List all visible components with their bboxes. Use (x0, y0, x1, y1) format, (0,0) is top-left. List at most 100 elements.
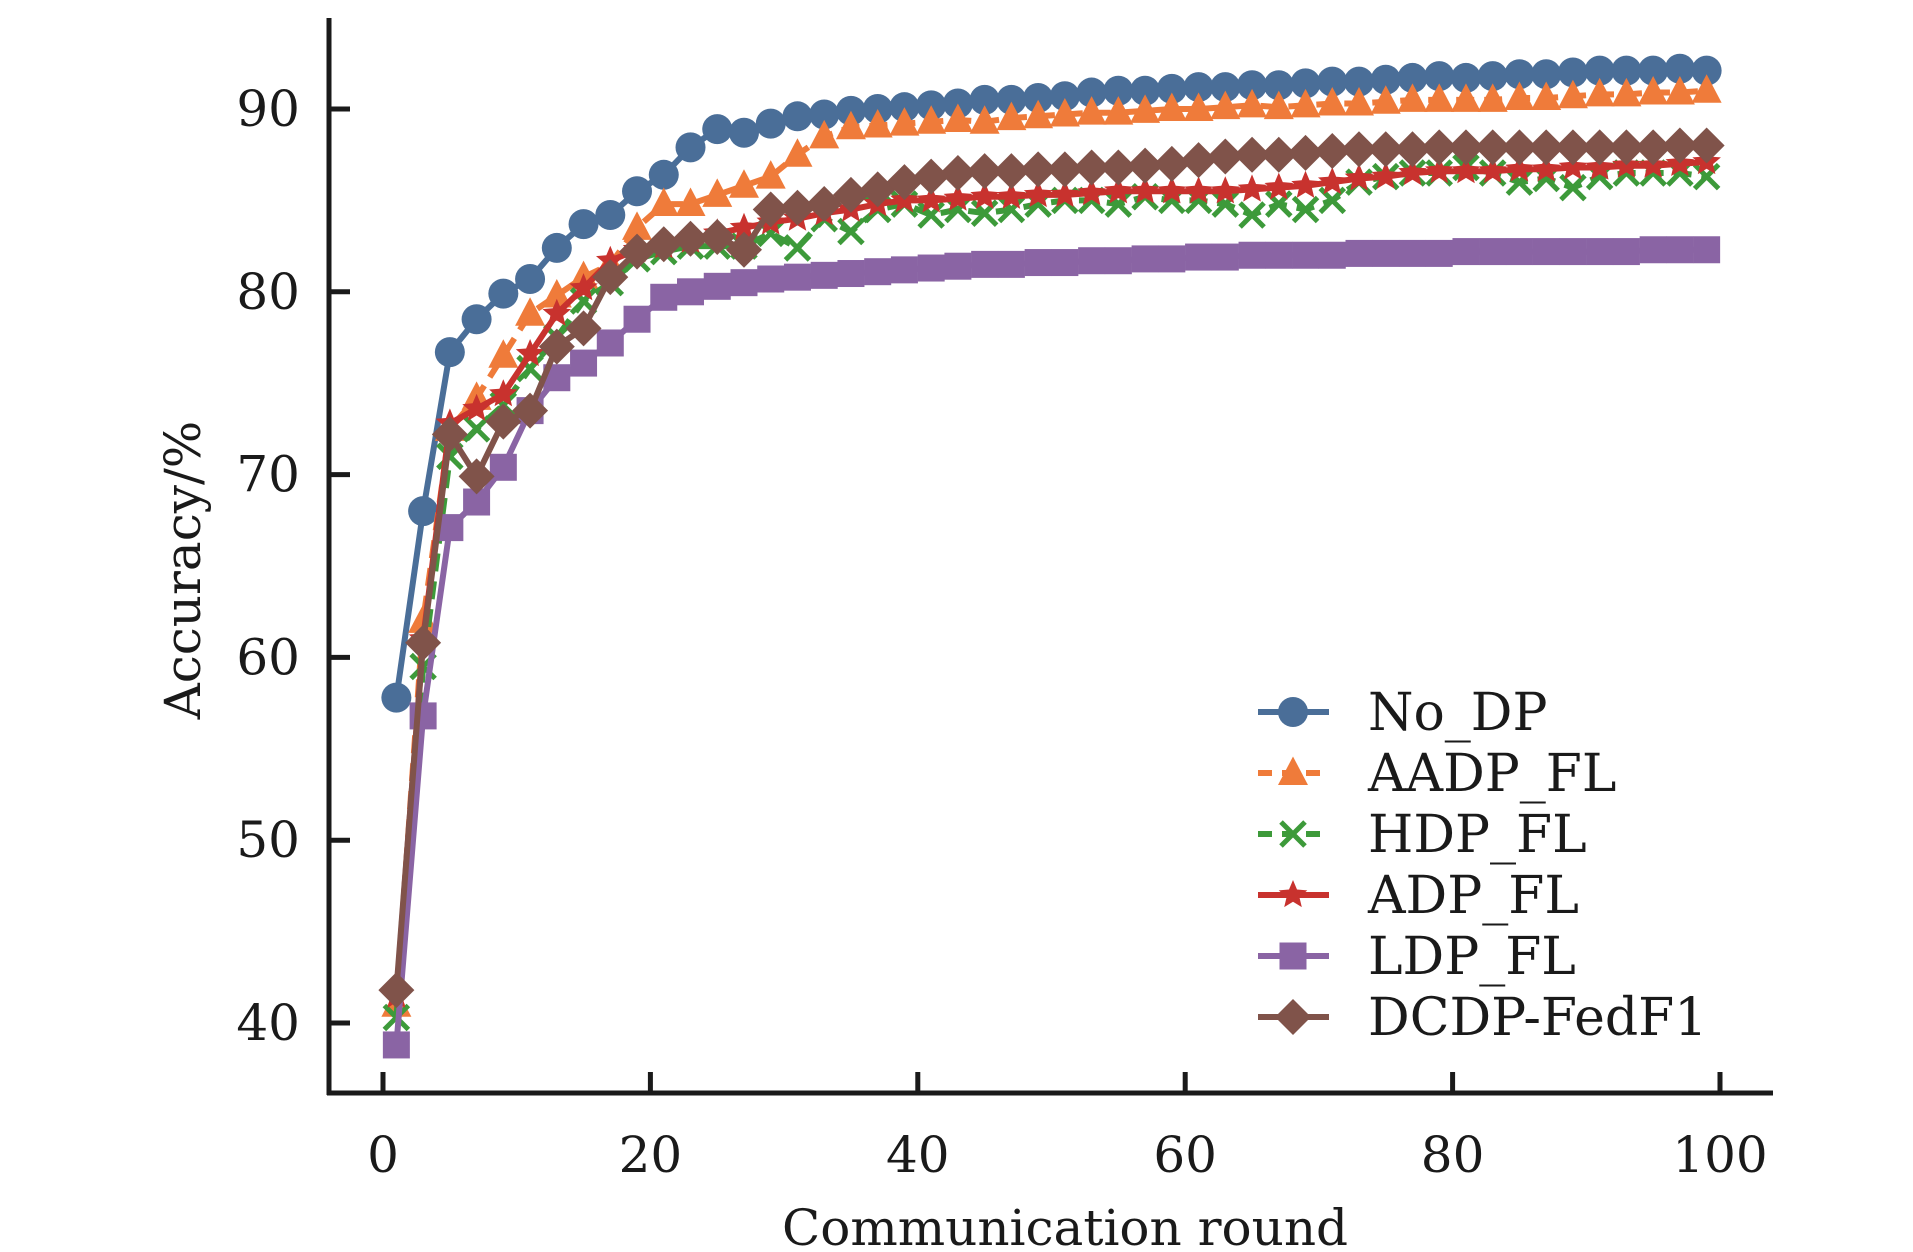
legend-label: LDP_FL (1368, 927, 1576, 987)
data-point-aadp-fl (1317, 87, 1348, 116)
data-point-aadp-fl (1691, 74, 1722, 103)
data-point-dcdp-fedf1 (645, 226, 682, 263)
data-point-dcdp-fedf1 (1260, 136, 1297, 173)
data-point-dcdp-fedf1 (512, 392, 549, 429)
data-point-dcdp-fedf1 (1073, 149, 1110, 186)
data-point-ldp-fl (1639, 236, 1667, 264)
data-point-ldp-fl (1185, 243, 1213, 271)
data-point-adp-fl (1157, 176, 1187, 204)
data-point-dcdp-fedf1 (1581, 129, 1618, 166)
data-point-aadp-fl (1210, 90, 1241, 120)
y-tick-label: 60 (236, 628, 300, 686)
data-point-adp-fl (943, 183, 973, 211)
data-point-dcdp-fedf1 (1020, 151, 1057, 188)
legend-item-adp-fl: ADP_FL (1258, 866, 1579, 926)
data-point-aadp-fl (1424, 83, 1455, 112)
data-point-adp-fl (1585, 152, 1614, 180)
legend-marker-square-icon (1279, 942, 1307, 970)
data-point-adp-fl (970, 181, 999, 209)
data-point-adp-fl (1050, 179, 1080, 208)
data-point-adp-fl (1023, 179, 1053, 208)
series-layer (378, 53, 1725, 1059)
data-point-no-dp (728, 117, 759, 148)
data-point-dcdp-fedf1 (1474, 129, 1511, 166)
data-point-ldp-fl (596, 329, 624, 357)
data-point-adp-fl (1184, 176, 1213, 204)
data-point-ldp-fl (1051, 249, 1079, 277)
data-point-dcdp-fedf1 (699, 218, 736, 255)
data-point-ldp-fl (864, 258, 892, 286)
legend-label: No_DP (1368, 683, 1548, 743)
data-point-hdp-fl (1265, 190, 1293, 218)
data-point-ldp-fl (1024, 249, 1052, 277)
data-point-no-dp (809, 99, 840, 130)
data-point-ldp-fl (1532, 238, 1560, 266)
data-point-no-dp (1691, 55, 1722, 86)
legend-label: AADP_FL (1367, 744, 1616, 804)
data-point-aadp-fl (1531, 81, 1562, 111)
y-axis-title: Accuracy/% (154, 421, 212, 721)
data-point-ldp-fl (997, 250, 1025, 278)
data-point-aadp-fl (1183, 92, 1214, 121)
data-point-adp-fl (462, 393, 491, 421)
data-point-no-dp (381, 682, 412, 713)
data-point-dcdp-fedf1 (1367, 131, 1404, 168)
data-point-ldp-fl (677, 278, 705, 306)
data-point-adp-fl (997, 181, 1026, 209)
data-point-hdp-fl (1505, 168, 1534, 196)
x-tick-label: 0 (367, 1126, 399, 1184)
data-point-ldp-fl (810, 261, 838, 289)
x-tick-label: 80 (1421, 1126, 1485, 1184)
legend-marker-x-icon (1279, 820, 1307, 848)
data-point-dcdp-fedf1 (779, 189, 816, 226)
data-point-aadp-fl (1477, 83, 1508, 112)
y-ticks: 40 50 60 70 80 90 (236, 80, 350, 1052)
data-point-aadp-fl (755, 160, 786, 189)
data-point-aadp-fl (1156, 92, 1187, 121)
data-point-ldp-fl (1398, 239, 1426, 267)
legend-marker-triangle-icon (1278, 756, 1308, 785)
data-point-ldp-fl (1586, 238, 1614, 266)
data-point-adp-fl (1531, 154, 1561, 182)
data-point-ldp-fl (1292, 241, 1320, 269)
data-point-adp-fl (1505, 154, 1534, 182)
data-point-dcdp-fedf1 (1234, 136, 1271, 173)
data-point-dcdp-fedf1 (859, 171, 896, 208)
data-point-aadp-fl (1584, 77, 1615, 107)
data-point-hdp-fl (1559, 173, 1587, 202)
data-point-no-dp (1424, 61, 1455, 92)
data-point-aadp-fl (515, 297, 546, 326)
legend-item-aadp-fl: AADP_FL (1258, 744, 1616, 804)
axes (326, 18, 1773, 1096)
data-point-adp-fl (1344, 163, 1374, 191)
data-point-aadp-fl (1557, 79, 1588, 109)
data-point-aadp-fl (1237, 88, 1268, 118)
data-point-ldp-fl (1505, 238, 1533, 266)
legend-label: ADP_FL (1367, 866, 1579, 926)
legend-label: HDP_FL (1368, 805, 1587, 865)
data-point-dcdp-fedf1 (485, 403, 522, 440)
data-point-dcdp-fedf1 (1501, 129, 1538, 166)
y-tick-label: 50 (236, 811, 300, 869)
data-point-dcdp-fedf1 (1421, 129, 1458, 166)
legend-marker-circle-icon (1278, 697, 1308, 727)
x-tick-label: 100 (1672, 1126, 1767, 1184)
y-tick-label: 70 (236, 446, 300, 504)
data-point-no-dp (461, 304, 492, 335)
data-point-aadp-fl (1103, 96, 1134, 125)
data-point-dcdp-fedf1 (1207, 138, 1244, 175)
data-point-hdp-fl (516, 354, 544, 383)
data-point-ldp-fl (1372, 239, 1400, 267)
data-point-ldp-fl (1345, 239, 1373, 267)
data-point-dcdp-fedf1 (1608, 129, 1645, 166)
data-point-aadp-fl (1290, 88, 1321, 118)
data-point-hdp-fl (1291, 195, 1320, 224)
data-point-adp-fl (1318, 167, 1347, 195)
data-point-aadp-fl (1370, 85, 1401, 114)
data-point-dcdp-fedf1 (886, 164, 923, 201)
data-point-aadp-fl (488, 339, 519, 368)
data-point-no-dp (1664, 53, 1695, 84)
data-point-ldp-fl (1211, 243, 1239, 271)
data-point-aadp-fl (702, 178, 733, 207)
data-point-aadp-fl (782, 138, 813, 167)
